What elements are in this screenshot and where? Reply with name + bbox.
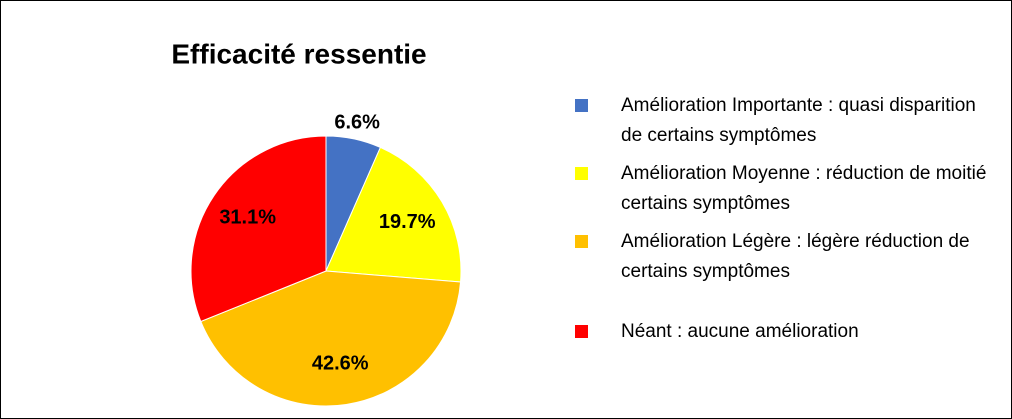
slice-label: 19.7%: [379, 211, 436, 233]
slice-label: 6.6%: [334, 111, 380, 133]
legend-entry: Amélioration Légère : légère réduction d…: [575, 227, 995, 287]
legend-swatch: [575, 235, 588, 248]
legend-swatch: [575, 325, 588, 338]
legend-label: Amélioration Légère : légère réduction d…: [621, 231, 970, 282]
legend-entry: Néant : aucune amélioration: [575, 317, 995, 347]
pie-slice: [190, 135, 327, 323]
legend-swatch: [575, 99, 588, 112]
slice-label: 42.6%: [312, 353, 369, 375]
pie-slice: [200, 270, 462, 407]
slice-label: 31.1%: [219, 206, 276, 228]
legend: Amélioration Importante : quasi disparit…: [575, 91, 995, 355]
legend-entry: Amélioration Importante : quasi disparit…: [575, 91, 995, 151]
legend-entry: Amélioration Moyenne : réduction de moit…: [575, 159, 995, 219]
pie-slice: [325, 146, 462, 283]
legend-swatch: [575, 167, 588, 180]
legend-label: Amélioration Moyenne : réduction de moit…: [621, 163, 987, 214]
legend-label: Amélioration Importante : quasi disparit…: [621, 95, 976, 146]
chart-title: Efficacité ressentie: [171, 38, 426, 69]
legend-label: Néant : aucune amélioration: [621, 321, 859, 342]
